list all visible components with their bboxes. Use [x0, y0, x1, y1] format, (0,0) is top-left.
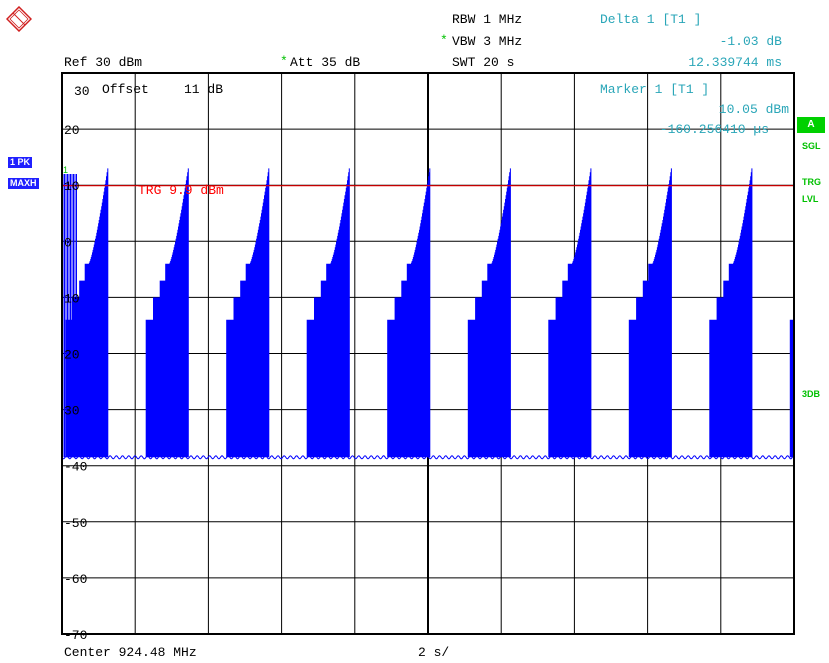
y-tick-label: 20 — [64, 348, 80, 363]
trigger-label: TRG — [802, 177, 821, 187]
center-frequency-readout: Center 924.48 MHz — [64, 645, 197, 660]
y-tick-labels: 20 10 0 10 20 30 -40 -50 -60 -70 30 — [64, 84, 90, 643]
vbw-coupled-mark: * — [440, 33, 448, 48]
y-tick-label: -60 — [64, 572, 87, 587]
att-coupled-mark: * — [280, 54, 288, 69]
logo-diamond-icon — [5, 5, 33, 33]
trace-1 — [61, 168, 795, 460]
three-db-label: 3DB — [802, 389, 821, 399]
y-tick-label: -70 — [64, 628, 87, 643]
y-tick-label-top: 30 — [74, 84, 90, 99]
plot-frame — [61, 72, 795, 635]
delta-marker-time: 12.339744 ms — [688, 55, 782, 70]
marker1-title: Marker 1 [T1 ] — [600, 82, 710, 97]
burst-9 — [789, 319, 795, 458]
burst-4 — [387, 168, 431, 458]
trace-mode-badge: MAXH — [8, 178, 39, 189]
single-sweep-label: SGL — [802, 141, 821, 151]
delta-marker-title: Delta 1 [T1 ] — [600, 12, 702, 27]
offset-label: Offset — [102, 82, 149, 97]
y-tick-label: 10 — [64, 291, 80, 306]
rbw-readout: RBW 1 MHz — [452, 12, 523, 27]
y-tick-label: -50 — [64, 516, 87, 531]
burst-6 — [548, 168, 592, 458]
y-tick-label: 10 — [64, 179, 80, 194]
burst-2 — [226, 168, 270, 458]
trigger-level-label: TRG 9.9 dBm — [138, 183, 224, 198]
burst-8 — [709, 168, 753, 458]
y-tick-label: -40 — [64, 460, 87, 475]
burst-5 — [467, 168, 511, 458]
reference-level-readout: Ref 30 dBm — [64, 55, 143, 70]
y-tick-label: 0 — [64, 235, 72, 250]
burst-3 — [306, 168, 350, 458]
level-label: LVL — [802, 194, 819, 204]
y-tick-label: 20 — [64, 123, 80, 138]
offset-value: 11 dB — [184, 82, 224, 97]
y-tick-label: 30 — [64, 404, 80, 419]
vbw-readout: VBW 3 MHz — [452, 34, 523, 49]
trace-detector-badge: 1 PK — [8, 157, 33, 168]
delta-marker-level: -1.03 dB — [719, 34, 782, 49]
burst-1 — [145, 168, 189, 458]
input-a-badge: A — [797, 117, 825, 133]
burst-7 — [628, 168, 672, 458]
sweep-time-readout: SWT 20 s — [452, 55, 515, 70]
attenuation-readout: Att 35 dB — [290, 55, 361, 70]
rohde-schwarz-logo — [5, 5, 33, 33]
marker1-tag: 1 — [63, 165, 69, 175]
marker1-time: -160.256410 µs — [659, 122, 769, 137]
marker1-level: 10.05 dBm — [718, 102, 789, 117]
time-per-division-readout: 2 s/ — [418, 645, 450, 660]
